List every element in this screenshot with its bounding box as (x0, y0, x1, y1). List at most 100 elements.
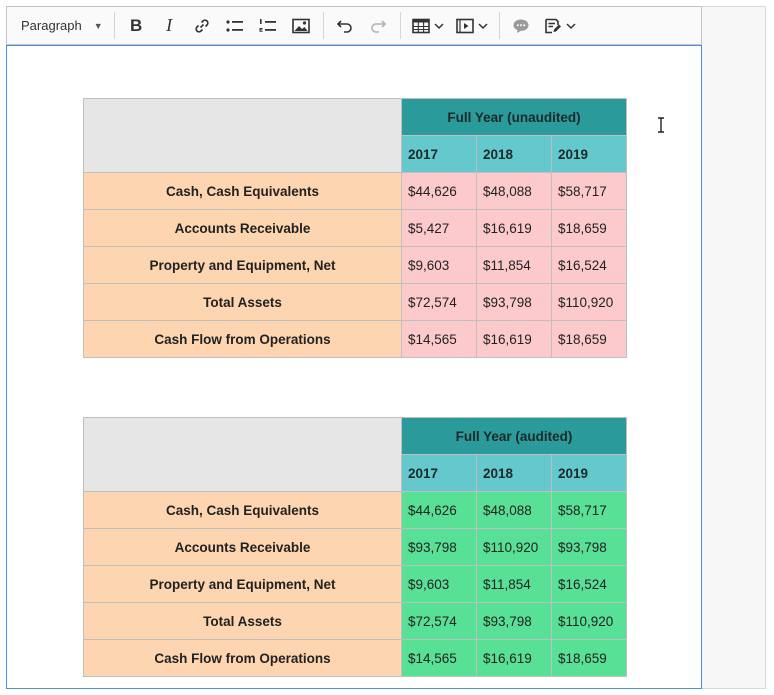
undo-icon (337, 19, 352, 33)
table-row: Cash Flow from Operations $14,565 $16,61… (83, 320, 627, 358)
table-icon (411, 18, 430, 33)
bulleted-list-button[interactable] (219, 12, 252, 40)
chevron-down-icon: ▼ (93, 20, 103, 31)
value-cell[interactable]: $9,603 (401, 246, 477, 284)
chevron-down-icon (434, 22, 444, 29)
rich-text-editor: Paragraph ▼ B I (6, 6, 702, 689)
image-icon (292, 18, 310, 33)
comment-button[interactable] (505, 12, 538, 40)
row-label-cell[interactable]: Property and Equipment, Net (83, 246, 402, 284)
value-cell[interactable]: $16,524 (551, 246, 627, 284)
row-label-cell[interactable]: Cash, Cash Equivalents (83, 491, 402, 529)
value-cell[interactable]: $11,854 (476, 246, 552, 284)
row-label-cell[interactable]: Total Assets (83, 602, 402, 640)
value-cell[interactable]: $16,619 (476, 209, 552, 247)
value-cell[interactable]: $44,626 (401, 491, 477, 529)
editor-content-area[interactable]: Full Year (unaudited) 2017 2018 2019 Cas… (6, 45, 702, 689)
value-cell[interactable]: $58,717 (551, 172, 627, 210)
toolbar-separator (399, 12, 401, 39)
value-cell[interactable]: $14,565 (401, 320, 477, 358)
comment-icon (513, 19, 529, 33)
row-label-cell[interactable]: Cash, Cash Equivalents (83, 172, 402, 210)
value-cell[interactable]: $14,565 (401, 639, 477, 677)
text-cursor-icon (658, 117, 664, 133)
bold-button[interactable]: B (120, 12, 153, 40)
row-label-cell[interactable]: Accounts Receivable (83, 209, 402, 247)
editor-toolbar: Paragraph ▼ B I (6, 6, 702, 45)
chevron-down-icon (566, 22, 576, 29)
value-cell[interactable]: $110,920 (551, 602, 627, 640)
numbered-list-icon (259, 18, 277, 32)
row-label-cell[interactable]: Accounts Receivable (83, 528, 402, 566)
table-row: Cash, Cash Equivalents $44,626 $48,088 $… (83, 172, 627, 210)
table-row: Cash, Cash Equivalents $44,626 $48,088 $… (83, 491, 627, 529)
row-label-cell[interactable]: Property and Equipment, Net (83, 565, 402, 603)
table-header-row: Full Year (unaudited) (83, 98, 627, 173)
bold-icon: B (130, 15, 143, 35)
toolbar-separator (113, 12, 115, 39)
year-header-cell[interactable]: 2017 (401, 135, 477, 173)
group-header-cell[interactable]: Full Year (audited) (401, 417, 627, 455)
value-cell[interactable]: $5,427 (401, 209, 477, 247)
table-row: Total Assets $72,574 $93,798 $110,920 (83, 602, 627, 640)
value-cell[interactable]: $48,088 (476, 172, 552, 210)
track-changes-icon (544, 18, 561, 33)
row-label-cell[interactable]: Cash Flow from Operations (83, 320, 402, 358)
chevron-down-icon (478, 22, 488, 29)
value-cell[interactable]: $93,798 (401, 528, 477, 566)
track-changes-button[interactable] (538, 12, 582, 40)
table-row: Total Assets $72,574 $93,798 $110,920 (83, 283, 627, 321)
bulleted-list-icon (226, 19, 244, 32)
row-label-cell[interactable]: Cash Flow from Operations (83, 639, 402, 677)
value-cell[interactable]: $110,920 (476, 528, 552, 566)
value-cell[interactable]: $9,603 (401, 565, 477, 603)
year-header-cell[interactable]: 2019 (551, 135, 627, 173)
redo-button[interactable] (362, 12, 395, 40)
value-cell[interactable]: $93,798 (551, 528, 627, 566)
insert-table-button[interactable] (406, 12, 450, 40)
year-header-cell[interactable]: 2018 (476, 454, 552, 492)
value-cell[interactable]: $18,659 (551, 320, 627, 358)
paragraph-format-dropdown[interactable]: Paragraph ▼ (7, 12, 109, 40)
value-cell[interactable]: $48,088 (476, 491, 552, 529)
unaudited-financials-table[interactable]: Full Year (unaudited) 2017 2018 2019 Cas… (83, 98, 627, 358)
numbered-list-button[interactable] (252, 12, 285, 40)
table-row: Property and Equipment, Net $9,603 $11,8… (83, 246, 627, 284)
audited-financials-table[interactable]: Full Year (audited) 2017 2018 2019 Cash,… (83, 417, 627, 677)
header-corner-cell[interactable] (83, 98, 402, 173)
value-cell[interactable]: $16,524 (551, 565, 627, 603)
value-cell[interactable]: $72,574 (401, 283, 477, 321)
value-cell[interactable]: $16,619 (476, 639, 552, 677)
toolbar-separator (498, 12, 500, 39)
value-cell[interactable]: $11,854 (476, 565, 552, 603)
group-header-cell[interactable]: Full Year (unaudited) (401, 98, 627, 136)
table-row: Accounts Receivable $5,427 $16,619 $18,6… (83, 209, 627, 247)
row-label-cell[interactable]: Total Assets (83, 283, 402, 321)
table-header-row: Full Year (audited) (83, 417, 627, 492)
media-icon (455, 18, 474, 33)
undo-button[interactable] (329, 12, 362, 40)
table-row: Accounts Receivable $93,798 $110,920 $93… (83, 528, 627, 566)
value-cell[interactable]: $58,717 (551, 491, 627, 529)
side-panel (702, 6, 766, 689)
insert-image-button[interactable] (285, 12, 318, 40)
value-cell[interactable]: $110,920 (551, 283, 627, 321)
link-button[interactable] (186, 12, 219, 40)
year-header-cell[interactable]: 2018 (476, 135, 552, 173)
value-cell[interactable]: $18,659 (551, 639, 627, 677)
year-header-cell[interactable]: 2017 (401, 454, 477, 492)
value-cell[interactable]: $93,798 (476, 602, 552, 640)
year-header-row: 2017 2018 2019 (84, 454, 627, 492)
value-cell[interactable]: $44,626 (401, 172, 477, 210)
italic-button[interactable]: I (153, 12, 186, 40)
insert-media-button[interactable] (450, 12, 494, 40)
value-cell[interactable]: $72,574 (401, 602, 477, 640)
header-corner-cell[interactable] (83, 417, 402, 492)
value-cell[interactable]: $93,798 (476, 283, 552, 321)
year-header-cell[interactable]: 2019 (551, 454, 627, 492)
table-row: Property and Equipment, Net $9,603 $11,8… (83, 565, 627, 603)
redo-icon (371, 19, 387, 33)
value-cell[interactable]: $18,659 (551, 209, 627, 247)
value-cell[interactable]: $16,619 (476, 320, 552, 358)
italic-icon: I (166, 15, 173, 35)
